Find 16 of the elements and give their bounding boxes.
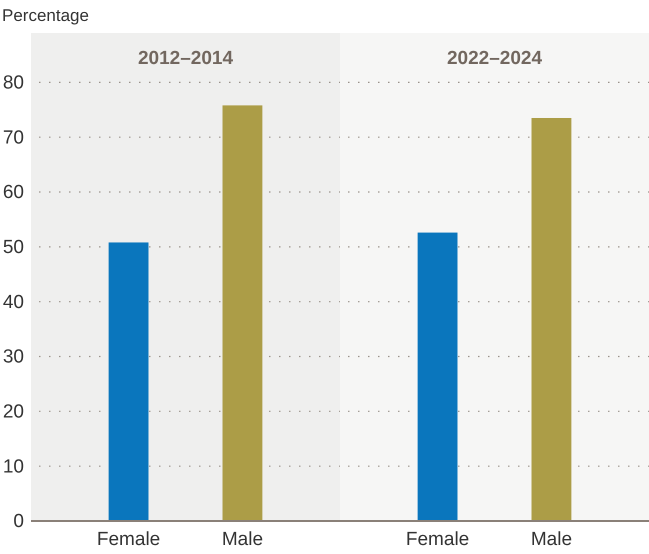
y-tick-label: 20	[2, 401, 24, 422]
y-axis-title: Percentage	[2, 6, 89, 25]
text: 2012–2014	[138, 48, 234, 69]
y-tick-label: 60	[2, 182, 24, 204]
y-tick-label: 30	[2, 346, 24, 368]
x-tick-label: Female	[96, 528, 160, 550]
y-tick-label: 80	[2, 72, 24, 94]
y-tick-label: 0	[13, 511, 24, 532]
x-tick-label: Female	[406, 528, 470, 550]
y-tick-label: 70	[2, 127, 24, 148]
text: 2022–2024	[446, 48, 542, 69]
y-tick-label: 40	[2, 292, 24, 313]
x-tick-label: Male	[530, 528, 572, 550]
x-tick-label: Male	[222, 528, 264, 550]
y-tick-label: 50	[2, 236, 24, 258]
y-tick-label: 10	[2, 456, 24, 478]
